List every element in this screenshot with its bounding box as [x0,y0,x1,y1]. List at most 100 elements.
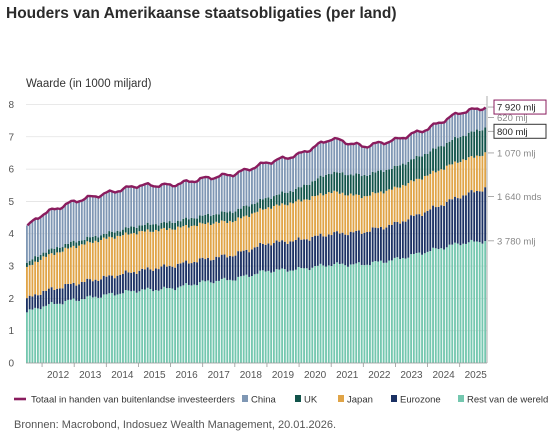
bar-china [83,198,86,240]
y-tick-label: 8 [8,100,14,111]
end-label: 1 640 mds [497,192,542,203]
bar-china [462,113,465,136]
bar-uk [154,224,157,230]
bar-uk [366,175,369,197]
bar-china [404,138,407,165]
bar-china [374,142,377,173]
bar-eurozone [193,261,196,285]
bar-china [113,192,116,233]
bar-uk [333,171,336,191]
bar-rest [157,290,160,363]
bar-eurozone [445,201,448,248]
bar-china [212,178,215,215]
bar-uk [80,240,83,245]
x-tick-label: 2012 [47,370,70,381]
axes: 0 1 2 3 4 5 6 7 8 2012 2013 2014 2015 2016 2017 2018 201… [8,96,488,381]
end-label-box [493,99,547,115]
bar-uk [437,146,440,171]
bar-china [28,222,31,262]
bar-rest [316,265,319,363]
bar-japan [473,157,476,193]
x-tick-label: 2016 [176,370,199,381]
bar-rest [198,282,201,363]
bar-rest [190,285,193,363]
bar-rest [47,304,50,363]
bar-uk [102,233,105,238]
bar-rest [440,248,443,363]
bar-rest [119,293,122,363]
bar-japan [467,157,470,193]
bar-uk [289,191,292,203]
bar-uk [423,153,426,176]
bar-uk [308,184,311,200]
bar-china [272,161,275,197]
bar-uk [223,211,226,222]
bar-japan [231,222,234,257]
bar-uk [97,237,100,243]
bar-china [426,129,429,154]
bar-china [385,142,388,170]
bar-rest [218,280,220,363]
bar-eurozone [253,247,256,275]
bar-china [157,186,160,226]
bar-eurozone [245,249,248,275]
bar-rest [289,270,292,363]
bar-eurozone [122,273,124,294]
bar-japan [297,199,300,238]
end-label: 7 920 mlj [497,103,536,114]
bar-japan [53,254,56,290]
bar-rest [366,264,369,363]
y-tick-label: 0 [8,359,14,370]
bar-rest [220,278,223,363]
bar-rest [237,276,240,363]
bar-rest [102,294,105,363]
bar-rest [390,260,393,363]
bar-eurozone [240,251,242,277]
bar-japan [31,264,34,297]
bar-eurozone [448,199,451,245]
bar-eurozone [69,284,72,300]
bar-eurozone [36,295,39,309]
bar-japan [396,187,399,222]
bar-china [220,173,223,212]
bar-eurozone [185,260,187,284]
bar-rest [305,268,308,363]
bar-japan [363,196,366,233]
bar-eurozone [415,214,418,253]
bar-eurozone [179,263,182,287]
bar-japan [154,229,157,269]
bar-china [467,109,470,133]
bar-uk [272,196,275,206]
bar-japan [179,227,182,264]
bar-uk [396,165,399,188]
bar-japan [476,155,478,191]
bar-china [308,151,311,185]
bar-rest [89,295,91,363]
bar-eurozone [138,270,141,292]
bar-eurozone [261,243,264,271]
bar-rest [75,300,78,363]
bar-eurozone [171,266,174,289]
bar-rest [160,289,163,363]
bar-japan [379,191,382,227]
bar-japan [122,235,124,274]
bar-eurozone [94,279,97,297]
bar-china [226,175,229,213]
bar-rest [143,289,146,363]
bar-uk [341,172,344,193]
bar-rest [122,293,124,363]
bar-rest [207,280,209,363]
bar-china [445,118,448,143]
bar-japan [204,224,207,260]
bar-japan [248,216,251,253]
bar-china [275,159,278,195]
bar-rest [278,269,281,363]
bar-japan [45,256,48,291]
bar-rest [45,305,48,363]
bar-japan [319,193,322,234]
bar-japan [366,196,369,232]
bar-eurozone [344,234,347,266]
bar-china [349,143,352,175]
bar-uk [410,159,413,181]
bar-uk [146,222,149,230]
